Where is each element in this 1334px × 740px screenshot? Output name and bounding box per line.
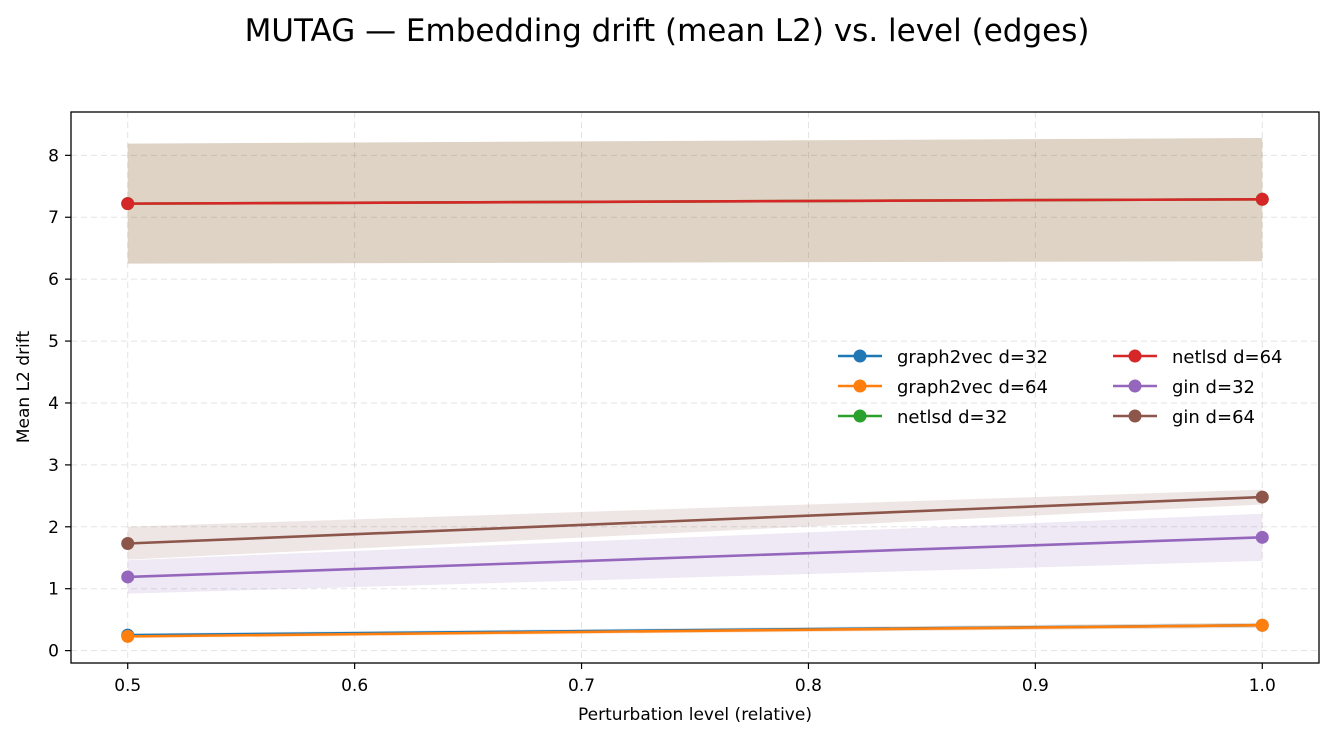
legend-swatch-marker xyxy=(853,379,867,393)
confidence-band xyxy=(127,489,1263,560)
series-line xyxy=(127,197,1263,205)
data-point xyxy=(121,537,135,551)
legend-swatch-marker xyxy=(853,349,867,363)
data-point xyxy=(1255,530,1269,544)
legend-label: netlsd d=64 xyxy=(1172,347,1282,368)
series-line xyxy=(127,536,1263,579)
x-tick-label: 0.7 xyxy=(568,676,595,696)
x-tick-label: 0.8 xyxy=(795,676,822,696)
x-tick-label: 1.0 xyxy=(1249,676,1276,696)
y-tick-label: 4 xyxy=(48,394,59,414)
x-axis-label: Perturbation level (relative) xyxy=(578,705,812,725)
y-tick-label: 5 xyxy=(48,332,59,352)
legend-label: netlsd d=32 xyxy=(897,407,1007,428)
legend-label: gin d=32 xyxy=(1172,377,1255,398)
y-tick-label: 7 xyxy=(48,208,59,228)
data-point xyxy=(121,629,135,643)
chart-title: MUTAG — Embedding drift (mean L2) vs. le… xyxy=(245,13,1090,49)
y-tick-label: 6 xyxy=(48,270,59,290)
data-point xyxy=(121,570,135,584)
legend-label: graph2vec d=64 xyxy=(897,377,1048,398)
legend-swatch-marker xyxy=(1128,409,1142,423)
legend-swatch-marker xyxy=(1128,379,1142,393)
axis-ticks: 0.5 0.6 0.7 0.8 0.9 1.0 0 1 2 3 4 5 6 7 8 xyxy=(48,146,1276,696)
y-tick-label: 2 xyxy=(48,518,59,538)
data-point xyxy=(1255,490,1269,504)
x-tick-label: 0.6 xyxy=(341,676,368,696)
x-tick-label: 0.9 xyxy=(1022,676,1049,696)
y-tick-label: 8 xyxy=(48,146,59,166)
confidence-band xyxy=(127,513,1263,594)
series-line xyxy=(127,623,1263,638)
y-axis-label: Mean L2 drift xyxy=(14,331,34,444)
series-lines xyxy=(121,192,1269,643)
x-tick-label: 0.5 xyxy=(114,676,141,696)
data-point xyxy=(1255,192,1269,206)
legend-label: graph2vec d=32 xyxy=(897,347,1048,368)
legend-label: gin d=64 xyxy=(1172,407,1255,428)
legend-swatch-marker xyxy=(853,409,867,423)
data-point xyxy=(121,197,135,211)
y-tick-label: 0 xyxy=(48,642,59,662)
series-line xyxy=(127,495,1263,545)
plot-frame xyxy=(70,111,1320,664)
data-point xyxy=(1255,618,1269,632)
y-tick-label: 3 xyxy=(48,456,59,476)
y-tick-label: 1 xyxy=(48,580,59,600)
legend-swatch-marker xyxy=(1128,349,1142,363)
legend: graph2vec d=32 graph2vec d=64 netlsd d=32 n… xyxy=(838,347,1282,428)
grid-layer xyxy=(71,112,1319,663)
